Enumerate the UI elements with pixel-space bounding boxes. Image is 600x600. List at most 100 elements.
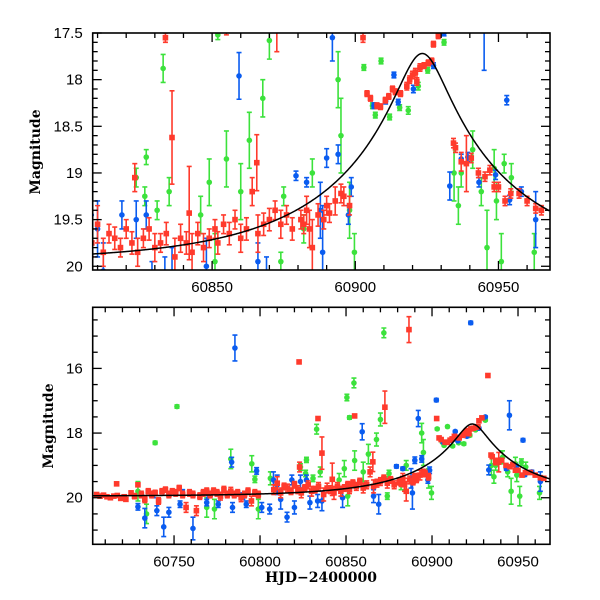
data-point-green xyxy=(461,440,467,447)
data-point-red xyxy=(360,33,366,44)
data-point-green xyxy=(212,232,218,270)
data-point-green xyxy=(434,426,440,432)
marker-square xyxy=(289,226,296,232)
marker-square xyxy=(111,235,118,242)
marker-circle xyxy=(309,170,316,176)
data-point-red xyxy=(466,430,472,437)
marker-square xyxy=(177,235,184,242)
data-point-blue xyxy=(190,516,196,541)
marker-circle xyxy=(484,244,490,251)
data-point-green xyxy=(455,186,462,226)
data-point-blue xyxy=(481,33,487,72)
marker-circle xyxy=(264,282,270,288)
marker-square xyxy=(507,190,514,197)
data-point-red xyxy=(162,33,169,44)
marker-square xyxy=(266,216,273,223)
marker-circle xyxy=(491,473,497,480)
marker-circle xyxy=(395,99,402,105)
marker-square xyxy=(306,226,313,232)
marker-circle xyxy=(359,428,365,435)
data-point-red xyxy=(385,92,392,101)
marker-square xyxy=(438,436,444,443)
marker-circle xyxy=(162,273,168,279)
plot-frame xyxy=(91,306,551,546)
marker-square xyxy=(329,476,336,483)
marker-square xyxy=(433,415,440,422)
marker-square xyxy=(200,244,207,251)
marker-circle xyxy=(467,320,474,326)
data-point-blue xyxy=(135,502,141,511)
marker-square xyxy=(479,415,485,421)
marker-circle xyxy=(492,172,499,178)
data-point-green xyxy=(451,144,457,202)
data-point-green xyxy=(252,475,258,484)
marker-circle xyxy=(197,212,204,218)
data-point-red xyxy=(377,103,384,111)
marker-circle xyxy=(478,188,485,195)
data-point-blue xyxy=(228,456,235,468)
marker-square xyxy=(146,226,152,232)
marker-circle xyxy=(119,212,125,218)
data-point-red xyxy=(468,152,475,164)
marker-square xyxy=(295,486,301,493)
data-point-red xyxy=(274,475,281,491)
data-point-green xyxy=(386,469,392,478)
marker-square xyxy=(270,486,277,493)
data-point-blue xyxy=(375,493,382,515)
data-point-blue xyxy=(142,507,148,529)
marker-square xyxy=(106,230,112,237)
data-point-red xyxy=(382,390,388,425)
marker-square xyxy=(425,473,432,480)
marker-square xyxy=(403,488,410,495)
marker-square xyxy=(406,326,412,333)
marker-square xyxy=(482,173,488,180)
data-point-red xyxy=(367,94,374,102)
marker-square xyxy=(134,249,141,256)
marker-square xyxy=(532,472,539,478)
data-point-red xyxy=(487,164,493,176)
marker-circle xyxy=(508,174,515,181)
marker-square xyxy=(200,490,207,496)
marker-circle xyxy=(493,198,500,204)
marker-square xyxy=(421,62,427,69)
marker-circle xyxy=(297,478,304,485)
marker-square xyxy=(162,486,169,493)
marker-square xyxy=(217,493,224,499)
marker-circle xyxy=(498,258,505,265)
marker-circle xyxy=(348,184,355,190)
marker-circle xyxy=(409,490,416,496)
marker-square xyxy=(331,490,337,496)
data-point-green xyxy=(228,448,234,470)
data-point-red xyxy=(406,315,412,344)
marker-circle xyxy=(351,380,357,386)
marker-circle xyxy=(452,428,459,435)
marker-square xyxy=(456,435,462,441)
data-point-red xyxy=(430,40,437,48)
data-point-red xyxy=(289,216,296,241)
marker-circle xyxy=(203,499,210,506)
bottom-panel-full: 60750 60800 60850 60900 60950 16 18 20 xyxy=(66,306,551,570)
data-point-green xyxy=(396,104,403,112)
marker-square xyxy=(179,491,186,498)
marker-square xyxy=(389,86,396,92)
marker-square xyxy=(197,493,203,499)
data-point-red xyxy=(463,134,470,193)
marker-square xyxy=(117,495,124,502)
data-point-red xyxy=(476,417,482,424)
data-point-red xyxy=(296,359,302,365)
marker-circle xyxy=(501,160,507,167)
data-point-red xyxy=(346,195,353,216)
data-point-green xyxy=(143,148,150,166)
data-point-blue xyxy=(415,409,422,428)
data-point-red xyxy=(532,202,539,214)
data-point-red xyxy=(169,90,175,185)
marker-circle xyxy=(215,501,222,508)
marker-circle xyxy=(336,477,342,483)
data-point-red xyxy=(206,228,213,249)
marker-square xyxy=(166,491,172,498)
data-point-blue xyxy=(162,256,168,279)
marker-square xyxy=(186,210,192,216)
marker-circle xyxy=(516,493,523,499)
marker-circle xyxy=(415,415,422,422)
marker-circle xyxy=(228,459,235,465)
